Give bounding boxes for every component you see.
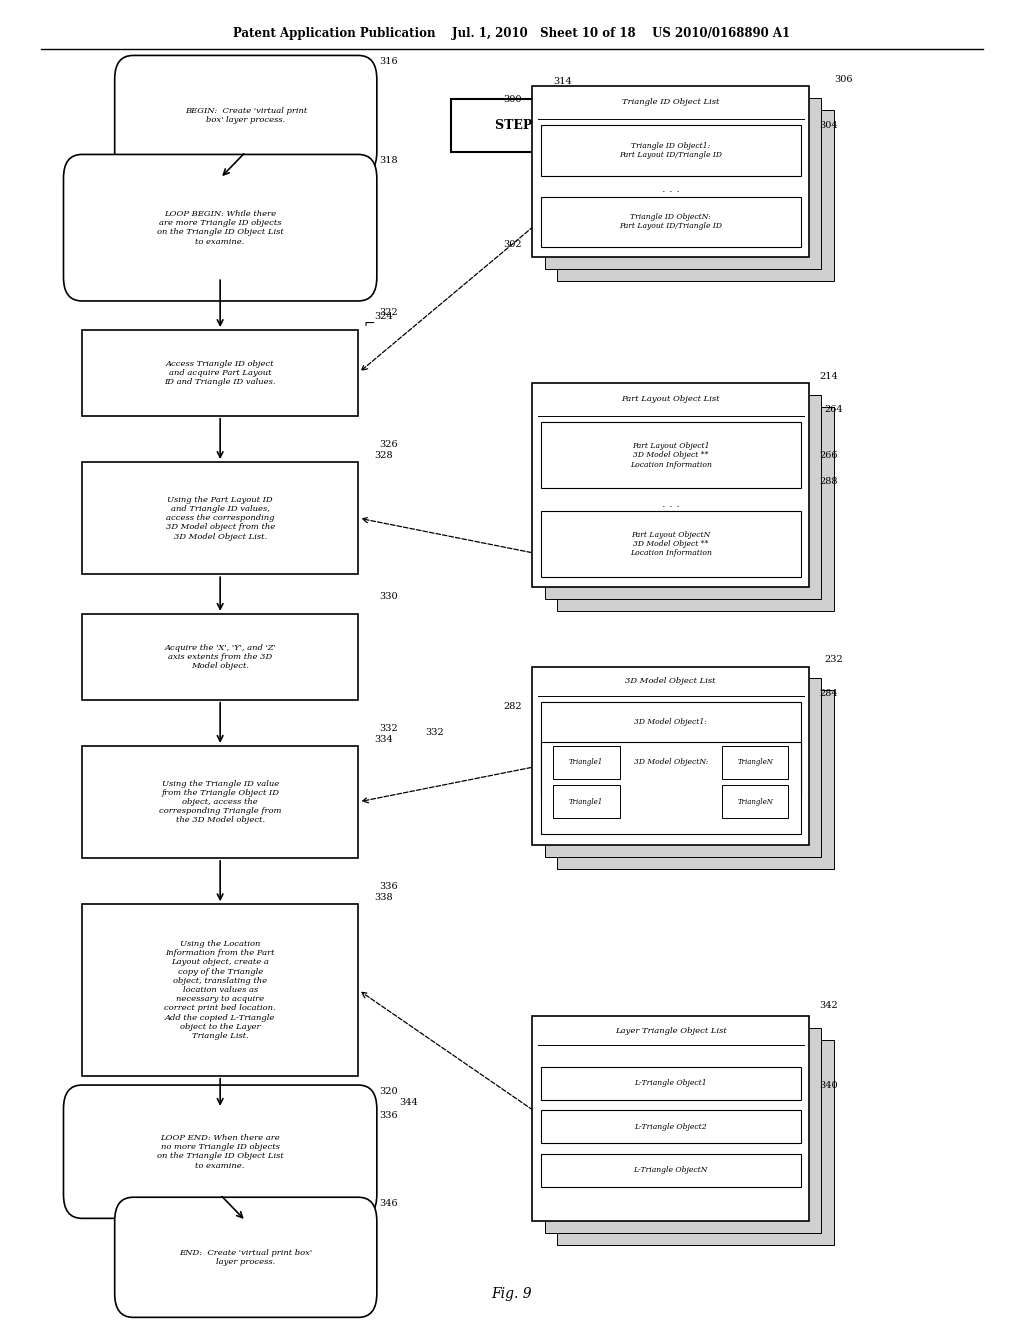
- Text: L-Triangle ObjectN: L-Triangle ObjectN: [634, 1166, 708, 1175]
- FancyBboxPatch shape: [541, 197, 801, 247]
- Text: . . .: . . .: [662, 805, 680, 816]
- FancyBboxPatch shape: [541, 1067, 801, 1100]
- Text: Patent Application Publication    Jul. 1, 2010   Sheet 10 of 18    US 2010/01688: Patent Application Publication Jul. 1, 2…: [233, 26, 791, 40]
- Text: 304: 304: [819, 121, 838, 129]
- FancyBboxPatch shape: [541, 702, 801, 795]
- Text: 322: 322: [379, 308, 397, 317]
- Text: 214: 214: [819, 372, 838, 380]
- Text: Triangle1: Triangle1: [569, 758, 603, 767]
- FancyBboxPatch shape: [115, 1197, 377, 1317]
- Text: 338: 338: [374, 894, 392, 902]
- Text: 336: 336: [379, 882, 397, 891]
- FancyBboxPatch shape: [545, 395, 821, 599]
- FancyBboxPatch shape: [541, 1110, 801, 1143]
- Text: 300: 300: [504, 95, 522, 103]
- Text: Fig. 9: Fig. 9: [492, 1287, 532, 1300]
- Text: Part Layout ObjectN
3D Model Object **
Location Information: Part Layout ObjectN 3D Model Object ** L…: [630, 531, 712, 557]
- Text: Acquire the 'X', 'Y', and 'Z'
axis extents from the 3D
Model object.: Acquire the 'X', 'Y', and 'Z' axis exten…: [164, 644, 276, 671]
- Text: 302: 302: [504, 240, 522, 248]
- FancyBboxPatch shape: [82, 904, 358, 1076]
- Text: Layer Triangle Object List: Layer Triangle Object List: [614, 1027, 727, 1035]
- Text: 314: 314: [553, 77, 571, 86]
- Text: 3D Model Object1:: 3D Model Object1:: [634, 718, 708, 726]
- FancyBboxPatch shape: [451, 99, 594, 152]
- Text: 318: 318: [379, 156, 397, 165]
- FancyBboxPatch shape: [545, 1028, 821, 1233]
- Text: Using the Part Layout ID
and Triangle ID values,
access the corresponding
3D Mod: Using the Part Layout ID and Triangle ID…: [166, 496, 274, 540]
- FancyBboxPatch shape: [545, 678, 821, 857]
- Text: Part Layout Object List: Part Layout Object List: [622, 395, 720, 404]
- FancyBboxPatch shape: [541, 422, 801, 488]
- Text: 340: 340: [819, 1081, 838, 1089]
- FancyBboxPatch shape: [553, 746, 620, 779]
- Text: 332: 332: [425, 729, 443, 737]
- Text: 326: 326: [379, 440, 397, 449]
- Text: 306: 306: [835, 75, 853, 83]
- FancyBboxPatch shape: [557, 110, 834, 281]
- FancyBboxPatch shape: [63, 154, 377, 301]
- Text: TriangleN: TriangleN: [737, 758, 773, 767]
- FancyBboxPatch shape: [82, 462, 358, 574]
- FancyBboxPatch shape: [115, 55, 377, 176]
- Text: Triangle1: Triangle1: [569, 797, 603, 807]
- Text: 320: 320: [379, 1086, 397, 1096]
- Text: Access Triangle ID object
and acquire Part Layout
ID and Triangle ID values.: Access Triangle ID object and acquire Pa…: [165, 359, 275, 385]
- Text: 344: 344: [399, 1098, 418, 1106]
- Text: 3D Model Object List: 3D Model Object List: [626, 677, 716, 685]
- Text: BEGIN:  Create 'virtual print
box' layer process.: BEGIN: Create 'virtual print box' layer …: [184, 107, 307, 124]
- FancyBboxPatch shape: [541, 742, 801, 834]
- FancyBboxPatch shape: [541, 511, 801, 577]
- Text: 288: 288: [819, 478, 838, 486]
- Text: ⌐: ⌐: [364, 317, 375, 330]
- Text: Triangle ID Object List: Triangle ID Object List: [622, 98, 720, 107]
- Text: Triangle ID Object1:
Part Layout ID/Triangle ID: Triangle ID Object1: Part Layout ID/Tria…: [620, 141, 722, 160]
- FancyBboxPatch shape: [722, 746, 788, 779]
- Text: 324: 324: [374, 313, 392, 321]
- FancyBboxPatch shape: [722, 785, 788, 818]
- Text: TriangleN: TriangleN: [737, 797, 773, 807]
- Text: 328: 328: [374, 451, 392, 459]
- Text: Part Layout Object1
3D Model Object **
Location Information: Part Layout Object1 3D Model Object ** L…: [630, 442, 712, 469]
- FancyBboxPatch shape: [532, 667, 809, 845]
- Text: 334: 334: [374, 735, 392, 743]
- Text: Using the Triangle ID value
from the Triangle Object ID
object, access the
corre: Using the Triangle ID value from the Tri…: [159, 780, 282, 824]
- FancyBboxPatch shape: [553, 785, 620, 818]
- FancyBboxPatch shape: [557, 407, 834, 611]
- Text: 346: 346: [379, 1199, 397, 1208]
- FancyBboxPatch shape: [545, 98, 821, 269]
- Text: L-Triangle Object1: L-Triangle Object1: [635, 1078, 707, 1088]
- FancyBboxPatch shape: [532, 86, 809, 257]
- FancyBboxPatch shape: [541, 125, 801, 176]
- FancyBboxPatch shape: [82, 614, 358, 700]
- Text: 3D Model ObjectN:: 3D Model ObjectN:: [634, 758, 708, 766]
- Text: L-Triangle Object2: L-Triangle Object2: [635, 1122, 707, 1131]
- Text: 330: 330: [379, 591, 397, 601]
- Text: 316: 316: [379, 57, 397, 66]
- Text: 232: 232: [824, 656, 843, 664]
- FancyBboxPatch shape: [82, 330, 358, 416]
- Text: STEP 2:: STEP 2:: [495, 119, 550, 132]
- FancyBboxPatch shape: [63, 1085, 377, 1218]
- Text: END:  Create 'virtual print box'
layer process.: END: Create 'virtual print box' layer pr…: [179, 1249, 312, 1266]
- Text: 336: 336: [379, 1111, 397, 1119]
- Text: Triangle ID ObjectN:
Part Layout ID/Triangle ID: Triangle ID ObjectN: Part Layout ID/Tria…: [620, 213, 722, 231]
- Text: LOOP BEGIN: While there
are more Triangle ID objects
on the Triangle ID Object L: LOOP BEGIN: While there are more Triangl…: [157, 210, 284, 246]
- FancyBboxPatch shape: [532, 1016, 809, 1221]
- FancyBboxPatch shape: [532, 383, 809, 587]
- FancyBboxPatch shape: [557, 690, 834, 869]
- Text: . . .: . . .: [662, 183, 680, 194]
- Text: 284: 284: [819, 689, 838, 697]
- Text: Using the Location
Information from the Part
Layout object, create a
copy of the: Using the Location Information from the …: [164, 940, 276, 1040]
- FancyBboxPatch shape: [557, 1040, 834, 1245]
- FancyBboxPatch shape: [82, 746, 358, 858]
- Text: LOOP END: When there are
no more Triangle ID objects
on the Triangle ID Object L: LOOP END: When there are no more Triangl…: [157, 1134, 284, 1170]
- FancyBboxPatch shape: [541, 1154, 801, 1187]
- Text: 266: 266: [819, 451, 838, 459]
- Text: 282: 282: [504, 702, 522, 710]
- Text: 342: 342: [819, 1002, 838, 1010]
- Text: 332: 332: [379, 723, 397, 733]
- Text: . . .: . . .: [662, 499, 680, 510]
- Text: 264: 264: [824, 405, 843, 413]
